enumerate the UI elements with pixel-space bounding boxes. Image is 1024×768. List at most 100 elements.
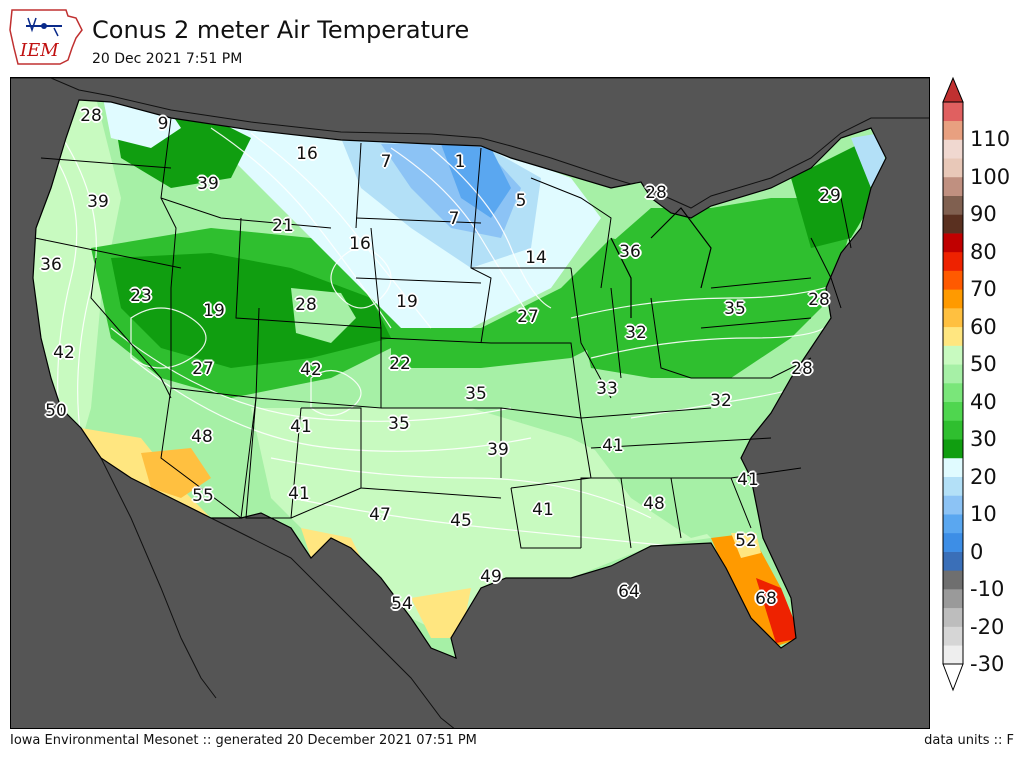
map-subtitle: 20 Dec 2021 7:51 PM: [92, 51, 243, 67]
colorbar-bin: [943, 607, 963, 627]
colorbar-bin: [943, 551, 963, 571]
colorbar-bin: [943, 195, 963, 215]
colorbar-tick-label: -10: [970, 577, 1005, 602]
colorbar-tick-label: 60: [970, 314, 997, 339]
station-value: 21: [272, 216, 294, 236]
colorbar-bin: [943, 289, 963, 309]
colorbar-tick-label: 40: [970, 389, 997, 414]
station-value: 32: [710, 391, 732, 411]
colorbar-tick-label: 80: [970, 239, 997, 264]
colorbar-bin: [943, 158, 963, 178]
colorbar-bin: [943, 345, 963, 365]
station-value: 36: [619, 242, 641, 262]
map-title: Conus 2 meter Air Temperature: [92, 16, 470, 44]
colorbar-bin: [943, 645, 963, 665]
station-value: 42: [53, 343, 75, 363]
station-value: 41: [288, 484, 310, 504]
station-value: 23: [130, 286, 152, 306]
station-value: 29: [819, 186, 841, 206]
colorbar-bin: [943, 102, 963, 122]
station-value: 48: [191, 427, 213, 447]
station-value: 1: [454, 152, 466, 172]
station-value: 28: [645, 183, 667, 203]
station-value: 39: [87, 192, 109, 212]
colorbar-bin: [943, 457, 963, 477]
station-value: 27: [517, 307, 539, 327]
station-value: 68: [755, 589, 777, 609]
colorbar-tick-label: 70: [970, 277, 997, 302]
colorbar-tick-label: -30: [970, 652, 1005, 676]
colorbar-bin: [943, 401, 963, 421]
station-value: 5: [515, 191, 527, 211]
colorbar-tick-label: 50: [970, 352, 997, 377]
colorbar-bin: [943, 476, 963, 496]
colorbar-tick-label: 20: [970, 464, 997, 489]
station-value: 36: [40, 255, 62, 275]
canada-border: [11, 78, 929, 209]
station-value: 52: [735, 531, 757, 551]
station-value: 50: [45, 401, 67, 421]
station-value: 45: [450, 511, 472, 531]
station-value: 35: [465, 384, 487, 404]
station-value: 54: [391, 594, 413, 614]
station-value: 41: [737, 470, 759, 490]
temperature-map: [11, 78, 929, 728]
station-value: 14: [525, 248, 547, 268]
colorbar-tick-label: 100: [970, 164, 1011, 189]
station-value: 42: [300, 360, 322, 380]
colorbar-bin: [943, 589, 963, 609]
station-value: 39: [197, 174, 219, 194]
iem-logo: IEM: [6, 4, 86, 68]
colorbar-tick-label: -20: [970, 614, 1005, 639]
map-panel: 28 9 16 7 1 28 29 39 39 5 7 21 16 36 14 36 23 19 28 19 27 35 2…: [10, 77, 930, 729]
footer-credit: Iowa Environmental Mesonet :: generated …: [10, 733, 477, 748]
colorbar-under-arrow: [942, 663, 964, 692]
colorbar-bin: [943, 251, 963, 271]
colorbar-bin: [943, 420, 963, 440]
colorbar-bin: [943, 364, 963, 384]
colorbar-tick-label: 10: [970, 502, 997, 527]
temperature-field: [33, 100, 886, 658]
station-value: 39: [487, 440, 509, 460]
colorbar-tick-label: 110: [970, 127, 1011, 152]
station-value: 22: [389, 354, 411, 374]
state-borders: [34, 117, 852, 549]
colorbar-bin: [943, 214, 963, 234]
colorbar-bin: [943, 532, 963, 552]
footer-units: data units :: F: [924, 733, 1014, 748]
colorbar-tick-label: 30: [970, 427, 997, 452]
station-value: 33: [596, 379, 618, 399]
station-value: 55: [192, 486, 214, 506]
logo-text: IEM: [19, 40, 59, 61]
station-value: 9: [157, 114, 169, 134]
station-value: 27: [192, 359, 214, 379]
station-value: 28: [808, 290, 830, 310]
station-value: 64: [618, 582, 640, 602]
colorbar-bin: [943, 495, 963, 515]
colorbar-bin: [943, 439, 963, 459]
colorbar-bin: [943, 233, 963, 253]
colorbar-bin: [943, 570, 963, 590]
colorbar-bin: [943, 120, 963, 140]
station-value: 19: [396, 292, 418, 312]
colorbar-bin: [943, 514, 963, 534]
station-value: 35: [388, 414, 410, 434]
station-value: 28: [791, 359, 813, 379]
station-value: 7: [448, 209, 460, 229]
colorbar-tick-label: 0: [970, 539, 984, 564]
colorbar-bin: [943, 176, 963, 196]
station-value: 47: [369, 505, 391, 525]
colorbar-bin: [943, 139, 963, 159]
station-value: 16: [349, 234, 371, 254]
station-value: 16: [296, 144, 318, 164]
station-value: 28: [295, 295, 317, 315]
colorbar: [942, 76, 964, 692]
station-value: 41: [602, 436, 624, 456]
station-value: 19: [203, 301, 225, 321]
station-value: 35: [724, 299, 746, 319]
station-value: 32: [625, 323, 647, 343]
station-value: 7: [380, 152, 392, 172]
colorbar-bin: [943, 308, 963, 328]
mexico-coast: [100, 457, 455, 728]
